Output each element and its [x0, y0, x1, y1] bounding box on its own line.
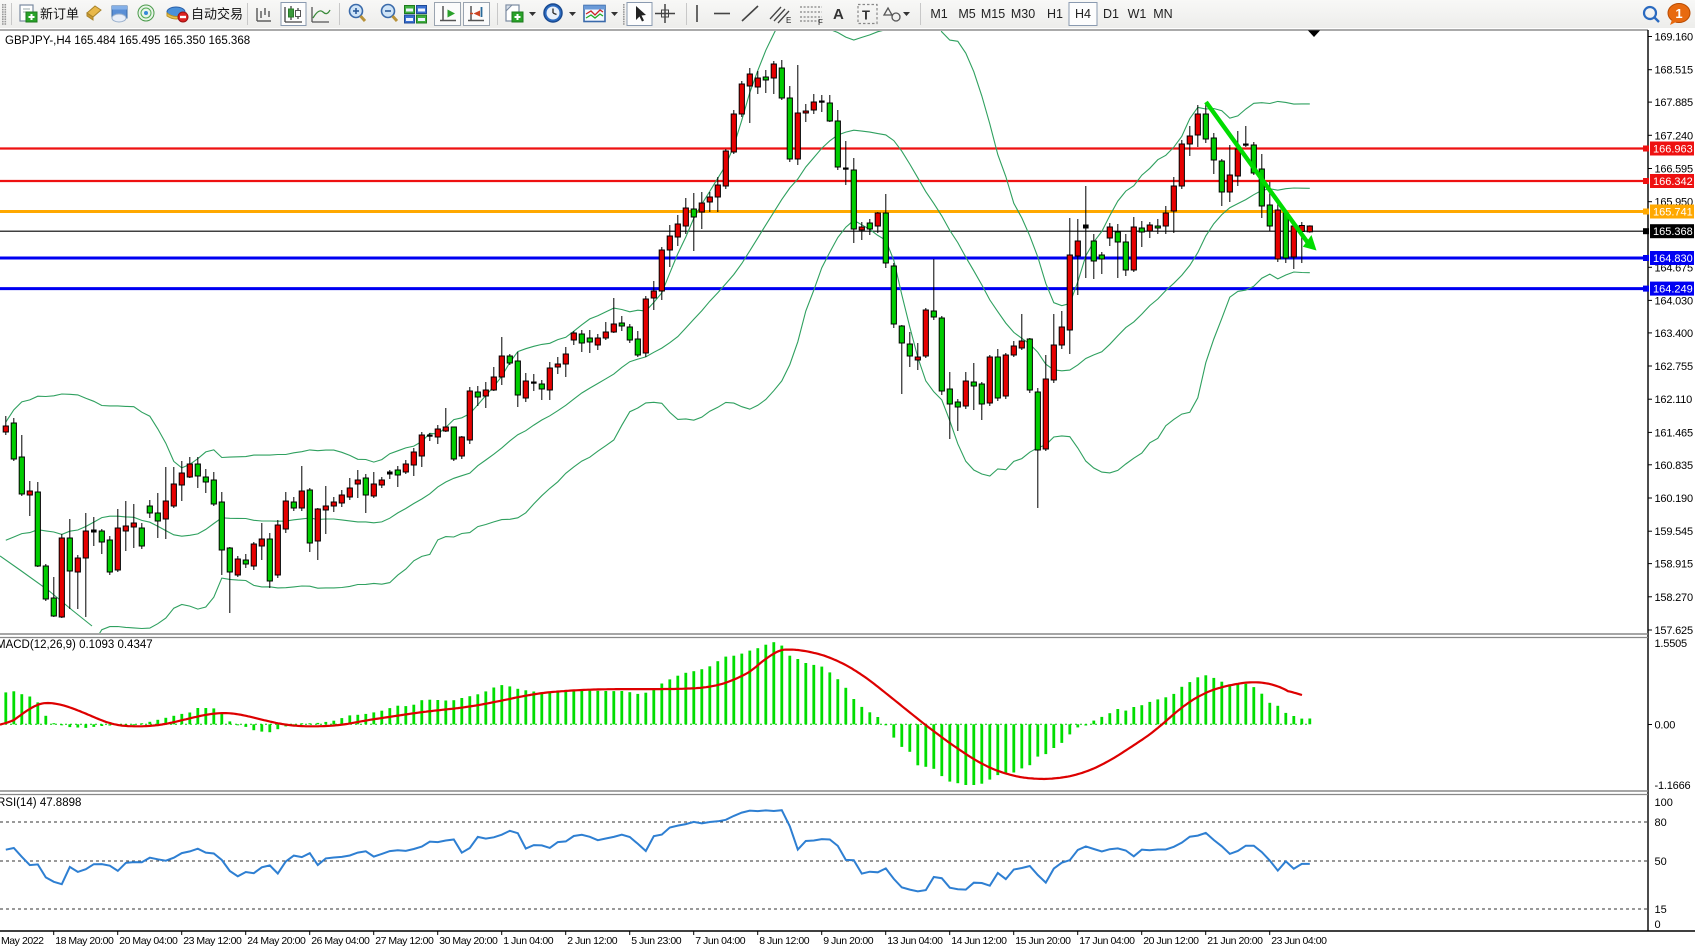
svg-text:166.342: 166.342 — [1653, 176, 1693, 188]
svg-text:161.465: 161.465 — [1655, 427, 1693, 439]
svg-text:15: 15 — [1655, 904, 1667, 916]
svg-text:M30: M30 — [1011, 7, 1035, 21]
svg-text:W1: W1 — [1128, 7, 1147, 21]
svg-text:158.915: 158.915 — [1655, 559, 1693, 571]
svg-text:新订单: 新订单 — [40, 7, 79, 22]
svg-text:26 May 04:00: 26 May 04:00 — [311, 935, 370, 947]
svg-text:50: 50 — [1655, 856, 1667, 868]
svg-text:20 Jun 12:00: 20 Jun 12:00 — [1143, 935, 1199, 947]
svg-text:1.5505: 1.5505 — [1655, 638, 1688, 650]
svg-text:7 Jun 04:00: 7 Jun 04:00 — [695, 935, 746, 947]
svg-text:20 May 04:00: 20 May 04:00 — [119, 935, 178, 947]
svg-text:157.625: 157.625 — [1655, 625, 1693, 637]
svg-text:165.368: 165.368 — [1653, 226, 1693, 238]
svg-text:18 May 20:00: 18 May 20:00 — [55, 935, 114, 947]
svg-text:MACD(12,26,9) 0.1093 0.4347: MACD(12,26,9) 0.1093 0.4347 — [0, 639, 153, 651]
svg-text:0: 0 — [1655, 919, 1661, 931]
svg-text:27 May 12:00: 27 May 12:00 — [375, 935, 434, 947]
svg-text:162.110: 162.110 — [1655, 394, 1693, 406]
svg-text:168.515: 168.515 — [1655, 65, 1693, 77]
svg-text:8 Jun 12:00: 8 Jun 12:00 — [759, 935, 810, 947]
svg-text:24 May 20:00: 24 May 20:00 — [247, 935, 306, 947]
svg-text:30 May 20:00: 30 May 20:00 — [439, 935, 498, 947]
svg-text:5 Jun 23:00: 5 Jun 23:00 — [631, 935, 682, 947]
svg-text:1: 1 — [1675, 6, 1682, 21]
svg-text:E: E — [786, 16, 791, 25]
svg-text:15 Jun 20:00: 15 Jun 20:00 — [1015, 935, 1071, 947]
svg-text:100: 100 — [1655, 797, 1673, 809]
svg-text:9 Jun 20:00: 9 Jun 20:00 — [823, 935, 874, 947]
svg-text:169.160: 169.160 — [1655, 32, 1693, 44]
svg-text:160.835: 160.835 — [1655, 460, 1693, 472]
svg-text:2 Jun 12:00: 2 Jun 12:00 — [567, 935, 618, 947]
svg-text:GBPJPY-,H4 165.484 165.495 16: GBPJPY-,H4 165.484 165.495 165.350 165.3… — [5, 35, 250, 47]
svg-text:23 May 12:00: 23 May 12:00 — [183, 935, 242, 947]
svg-text:13 Jun 04:00: 13 Jun 04:00 — [887, 935, 943, 947]
svg-text:H4: H4 — [1075, 7, 1091, 21]
svg-text:23 Jun 04:00: 23 Jun 04:00 — [1271, 935, 1327, 947]
svg-text:166.595: 166.595 — [1655, 164, 1693, 176]
svg-text:165.741: 165.741 — [1653, 207, 1693, 219]
svg-text:17 Jun 04:00: 17 Jun 04:00 — [1079, 935, 1135, 947]
svg-text:M15: M15 — [981, 7, 1005, 21]
svg-text:164.675: 164.675 — [1655, 262, 1693, 274]
svg-text:M1: M1 — [930, 7, 947, 21]
svg-text:164.030: 164.030 — [1655, 295, 1693, 307]
svg-text:-1.1666: -1.1666 — [1655, 780, 1691, 792]
svg-text:D1: D1 — [1103, 7, 1119, 21]
svg-text:167.240: 167.240 — [1655, 130, 1693, 142]
svg-text:166.963: 166.963 — [1653, 144, 1693, 156]
svg-text:May 2022: May 2022 — [1, 935, 44, 947]
svg-text:T: T — [862, 8, 870, 23]
svg-text:159.545: 159.545 — [1655, 526, 1693, 538]
svg-text:21 Jun 20:00: 21 Jun 20:00 — [1207, 935, 1263, 947]
svg-text:H1: H1 — [1047, 7, 1063, 21]
svg-text:80: 80 — [1655, 817, 1667, 829]
svg-text:F: F — [818, 18, 823, 27]
svg-text:自动交易: 自动交易 — [191, 7, 243, 22]
svg-text:164.249: 164.249 — [1653, 284, 1693, 296]
svg-text:160.190: 160.190 — [1655, 493, 1693, 505]
svg-text:0.00: 0.00 — [1655, 720, 1676, 732]
svg-text:167.885: 167.885 — [1655, 97, 1693, 109]
svg-text:14 Jun 12:00: 14 Jun 12:00 — [951, 935, 1007, 947]
svg-text:158.270: 158.270 — [1655, 592, 1693, 604]
svg-text:164.830: 164.830 — [1653, 253, 1693, 265]
svg-text:163.400: 163.400 — [1655, 328, 1693, 340]
svg-text:RSI(14) 47.8898: RSI(14) 47.8898 — [0, 797, 81, 809]
svg-text:162.755: 162.755 — [1655, 361, 1693, 373]
svg-text:M5: M5 — [958, 7, 975, 21]
svg-text:1 Jun 04:00: 1 Jun 04:00 — [503, 935, 554, 947]
svg-text:A: A — [833, 6, 844, 23]
svg-text:MN: MN — [1153, 7, 1172, 21]
